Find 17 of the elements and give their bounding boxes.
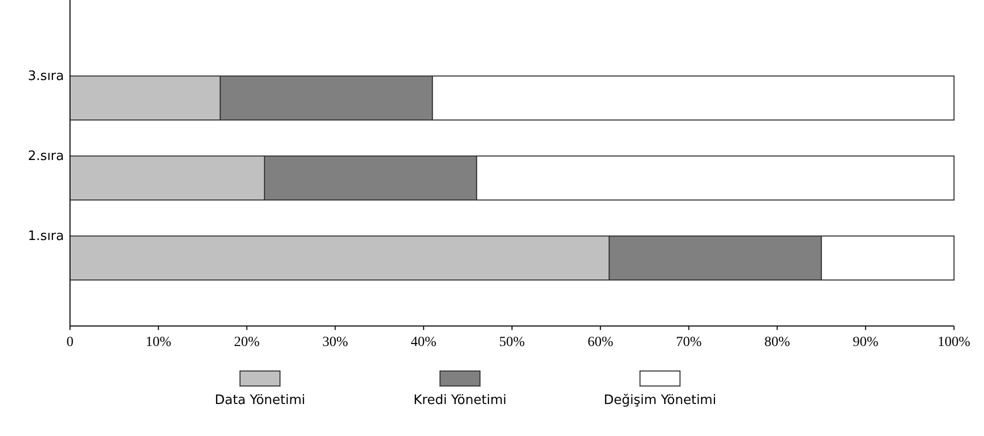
x-tick-label: 70%	[676, 335, 702, 350]
y-tick-label: 3.sıra	[28, 69, 64, 84]
legend-label: Kredi Yönetimi	[414, 393, 506, 408]
x-tick-label: 100%	[938, 335, 971, 350]
x-tick-label: 20%	[234, 335, 260, 350]
x-tick-label: 30%	[322, 335, 348, 350]
y-tick-label: 1.sıra	[28, 229, 64, 244]
x-tick-label: 40%	[410, 335, 437, 350]
x-tick-label: 60%	[588, 335, 614, 350]
x-tick-label: 50%	[499, 335, 526, 350]
legend-label: Data Yönetimi	[214, 393, 306, 408]
legend-label: Değişim Yönetimi	[604, 393, 716, 408]
x-tick-label: 10%	[146, 335, 172, 350]
y-tick-label: 2.sıra	[28, 149, 64, 164]
x-tick-label: 0	[66, 335, 74, 350]
x-tick-label: 80%	[764, 335, 790, 350]
x-tick-label: 90%	[852, 335, 879, 350]
